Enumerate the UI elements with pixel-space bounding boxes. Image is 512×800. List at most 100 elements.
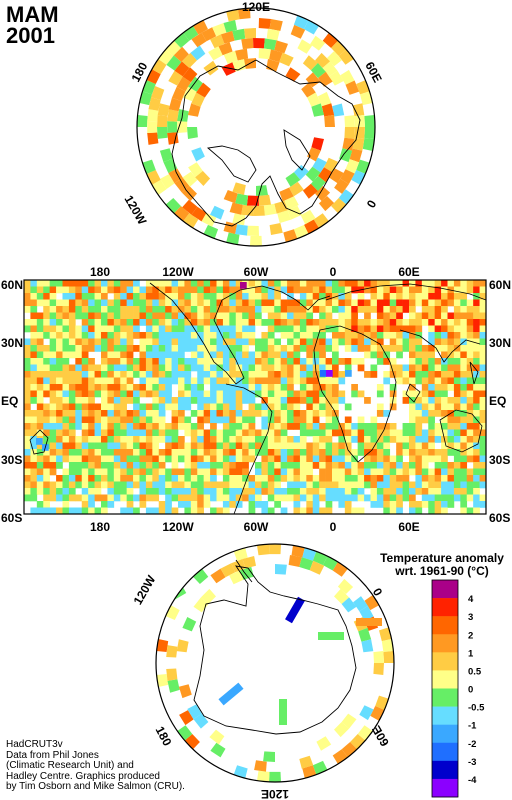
- polar-cell: [342, 137, 355, 151]
- grid-cell: [421, 377, 429, 385]
- grid-cell: [460, 494, 468, 502]
- grid-cell: [338, 293, 346, 300]
- grid-cell: [197, 319, 204, 326]
- grid-cell: [396, 449, 403, 456]
- south-label-120e: 120E: [261, 787, 289, 800]
- polar-cell: [148, 97, 161, 111]
- grid-cell: [409, 410, 416, 417]
- polar-cell: [142, 80, 156, 95]
- grid-cell: [107, 423, 115, 430]
- grid-cell: [344, 312, 352, 320]
- grid-cell: [30, 436, 38, 443]
- grid-cell: [152, 390, 160, 398]
- grid-cell: [415, 293, 423, 300]
- grid-cell: [325, 345, 333, 352]
- grid-cell: [133, 280, 140, 287]
- grid-cell: [460, 468, 468, 476]
- grid-cell: [107, 345, 115, 352]
- grid-cell: [36, 293, 44, 300]
- grid-cell: [441, 364, 448, 372]
- grid-cell: [357, 488, 365, 495]
- grid-cell: [81, 377, 89, 385]
- grid-cell: [280, 442, 288, 450]
- grid-cell: [203, 358, 211, 365]
- grid-cell: [255, 384, 262, 391]
- grid-cell: [299, 280, 307, 287]
- grid-cell: [24, 442, 31, 450]
- grid-cell: [248, 371, 256, 378]
- grid-cell: [280, 488, 288, 495]
- grid-cell: [30, 332, 38, 339]
- grid-cell: [287, 442, 294, 450]
- grid-cell: [75, 280, 83, 287]
- main-frame: [23, 279, 487, 515]
- grid-cell: [126, 345, 134, 352]
- grid-cell: [434, 436, 442, 443]
- grid-cell: [370, 293, 378, 300]
- grid-cell: [332, 488, 339, 495]
- grid-cell: [229, 494, 237, 502]
- grid-cell: [293, 306, 301, 313]
- grid-cell: [396, 293, 403, 300]
- grid-cell: [293, 397, 301, 404]
- grid-cell: [68, 280, 76, 287]
- grid-cell: [75, 293, 83, 300]
- grid-cell: [107, 468, 115, 476]
- grid-cell: [203, 319, 211, 326]
- grid-cell: [325, 455, 333, 463]
- grid-cell: [293, 488, 301, 495]
- grid-cell: [184, 403, 192, 411]
- grid-cell: [415, 371, 423, 378]
- grid-cell: [222, 299, 230, 307]
- grid-cell: [357, 475, 365, 482]
- grid-cell: [434, 423, 442, 430]
- polar-cell: [324, 157, 338, 173]
- grid-cell: [460, 501, 468, 508]
- grid-cell: [479, 351, 486, 359]
- legend-swatch: [432, 742, 458, 762]
- grid-cell: [235, 351, 243, 359]
- grid-cell: [81, 507, 89, 514]
- legend-swatch: [432, 634, 458, 653]
- grid-cell: [178, 475, 185, 482]
- grid-cell: [101, 286, 108, 294]
- grid-cell: [473, 403, 480, 411]
- grid-cell: [338, 481, 346, 489]
- grid-cell: [178, 345, 185, 352]
- grid-cell: [184, 293, 192, 300]
- grid-cell: [370, 332, 378, 339]
- grid-cell: [158, 436, 166, 443]
- grid-cell: [197, 429, 204, 437]
- grid-cell: [120, 403, 127, 411]
- polar-cell: [317, 91, 332, 107]
- grid-cell: [287, 449, 294, 456]
- grid-cell: [126, 299, 134, 307]
- grid-cell: [306, 488, 314, 495]
- grid-cell: [460, 351, 468, 359]
- grid-cell: [376, 481, 384, 489]
- polar-cell: [226, 9, 240, 22]
- polar-cell: [269, 544, 281, 555]
- grid-cell: [43, 494, 50, 502]
- grid-cell: [81, 403, 89, 411]
- grid-cell: [376, 475, 384, 482]
- grid-cell: [81, 410, 89, 417]
- grid-cell: [441, 397, 448, 404]
- grid-cell: [376, 423, 384, 430]
- polar-cell: [289, 181, 304, 197]
- grid-cell: [36, 507, 44, 514]
- grid-cell: [203, 416, 211, 424]
- polar-cell: [379, 627, 392, 642]
- grid-cell: [376, 306, 384, 313]
- grid-cell: [165, 494, 172, 502]
- grid-cell: [210, 507, 217, 514]
- grid-cell: [280, 312, 288, 320]
- grid-cell: [312, 306, 320, 313]
- grid-cell: [203, 312, 211, 320]
- grid-cell: [210, 488, 217, 495]
- grid-cell: [49, 325, 57, 333]
- grid-cell: [415, 449, 423, 456]
- grid-cell: [165, 306, 172, 313]
- grid-cell: [197, 449, 204, 456]
- grid-cell: [190, 306, 198, 313]
